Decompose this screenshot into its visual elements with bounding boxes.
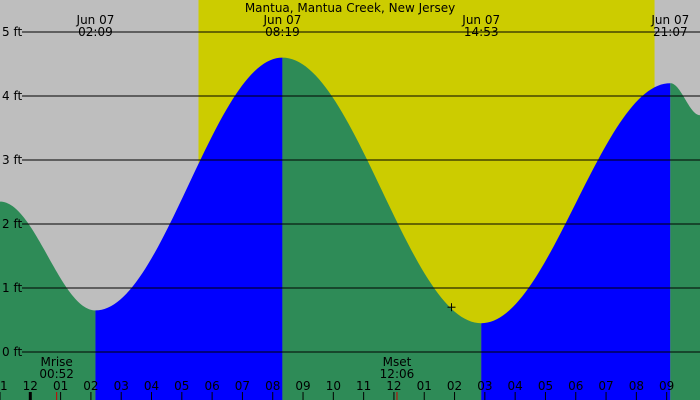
x-tick-label: 09 — [295, 379, 310, 393]
x-tick-label: 08 — [629, 379, 644, 393]
moon-event-time: 00:52 — [39, 367, 74, 381]
falling-tide-area — [282, 57, 482, 400]
tide-extreme-time: 21:07 — [653, 25, 688, 39]
x-tick-label: 07 — [235, 379, 250, 393]
gridlines-layer — [0, 31, 700, 400]
x-tick-label: 04 — [508, 379, 523, 393]
tide-extreme-date: Jun 07 — [650, 13, 689, 27]
x-tick-label: 09 — [659, 379, 674, 393]
x-tick-label: 10 — [326, 379, 341, 393]
x-tick-label: 03 — [114, 379, 129, 393]
y-tick-label: 0 ft — [2, 345, 22, 359]
x-tick-label: 02 — [447, 379, 462, 393]
x-tick-label: 11 — [0, 379, 8, 393]
x-tick-label: 08 — [265, 379, 280, 393]
tide-extreme-date: Jun 07 — [263, 13, 302, 27]
labels-layer: Mantua, Mantua Creek, New Jersey 0 ft 1 f… — [0, 1, 689, 393]
rising-tide-area — [95, 57, 283, 400]
y-tick-label: 5 ft — [2, 25, 22, 39]
falling-tide-area — [670, 83, 700, 400]
moon-event-time: 12:06 — [380, 367, 415, 381]
falling-tide-area — [0, 201, 96, 400]
moon-event-label: Mrise — [41, 355, 73, 369]
x-tick-label: 12 — [23, 379, 38, 393]
x-tick-label: 06 — [568, 379, 583, 393]
x-tick-label: 04 — [144, 379, 159, 393]
y-tick-label: 1 ft — [2, 281, 22, 295]
x-tick-label: 05 — [174, 379, 189, 393]
y-tick-label: 3 ft — [2, 153, 22, 167]
x-tick-label: 11 — [356, 379, 371, 393]
x-tick-label: 02 — [83, 379, 98, 393]
x-tick-label: 06 — [204, 379, 219, 393]
x-tick-label: 07 — [598, 379, 613, 393]
tide-extreme-date: Jun 07 — [76, 13, 115, 27]
rising-tide-area — [481, 83, 671, 400]
y-tick-label: 4 ft — [2, 89, 22, 103]
x-tick-label: 01 — [53, 379, 68, 393]
tide-extreme-time: 14:53 — [464, 25, 499, 39]
tide-extreme-time: 08:19 — [265, 25, 300, 39]
chart-title: Mantua, Mantua Creek, New Jersey — [245, 1, 455, 15]
x-tick-label: 01 — [417, 379, 432, 393]
tide-area-layer — [0, 57, 700, 400]
x-tick-label: 05 — [538, 379, 553, 393]
tide-extreme-time: 02:09 — [78, 25, 113, 39]
tide-extreme-date: Jun 07 — [461, 13, 500, 27]
moon-event-label: Mset — [383, 355, 412, 369]
y-tick-label: 2 ft — [2, 217, 22, 231]
x-tick-label: 03 — [477, 379, 492, 393]
x-tick-label: 12 — [386, 379, 401, 393]
